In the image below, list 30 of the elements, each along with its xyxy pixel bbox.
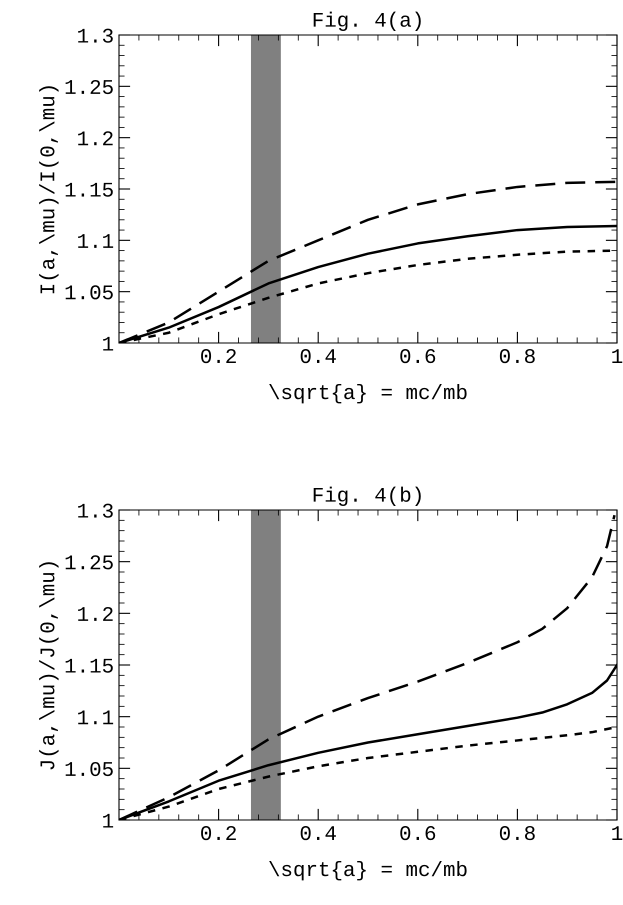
- y-tick-label: 1: [103, 814, 114, 828]
- x-tick-label: 0.2: [201, 349, 236, 364]
- x-tick-label: 0.4: [300, 826, 336, 840]
- y-tick-label: 1: [103, 336, 114, 351]
- chart-title: Fig. 4(a): [314, 12, 421, 31]
- y-tick-label: 1.05: [66, 285, 113, 300]
- y-tick-label: 1.2: [78, 606, 113, 621]
- chart-title: Fig. 4(b): [314, 486, 421, 506]
- x-tick-label: 0.8: [500, 349, 535, 364]
- y-axis-title: J(a,\mu)/J(0,\mu): [39, 562, 59, 770]
- y-tick-label: 1.25: [66, 80, 113, 94]
- y-tick-label: 1.3: [78, 504, 113, 518]
- x-tick-label: 0.8: [500, 826, 535, 840]
- x-tick-label: 0.2: [201, 826, 236, 840]
- y-axis-title: I(a,\mu)/I(0,\mu): [39, 86, 59, 294]
- y-tick-label: 1.1: [78, 234, 114, 248]
- x-tick-label: 1: [612, 826, 622, 840]
- x-axis-title: \sqrt{a} = mc/mb: [269, 384, 467, 404]
- y-tick-label: 1.15: [66, 182, 113, 197]
- y-tick-label: 1.05: [66, 762, 113, 776]
- y-tick-label: 1.2: [78, 131, 113, 146]
- x-tick-label: 1: [612, 349, 622, 363]
- y-tick-label: 1.1: [78, 710, 114, 724]
- x-tick-label: 0.4: [300, 349, 336, 364]
- x-tick-label: 0.6: [400, 349, 436, 364]
- y-tick-label: 1.15: [66, 658, 113, 673]
- y-tick-label: 1.25: [66, 555, 113, 570]
- x-axis-title: \sqrt{a} = mc/mb: [269, 860, 467, 880]
- x-tick-label: 0.6: [400, 826, 436, 840]
- y-tick-label: 1.3: [78, 28, 113, 43]
